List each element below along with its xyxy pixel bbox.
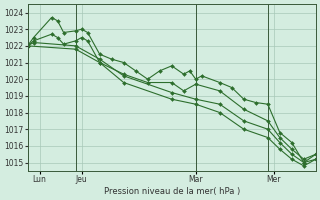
X-axis label: Pression niveau de la mer( hPa ): Pression niveau de la mer( hPa ) <box>104 187 240 196</box>
